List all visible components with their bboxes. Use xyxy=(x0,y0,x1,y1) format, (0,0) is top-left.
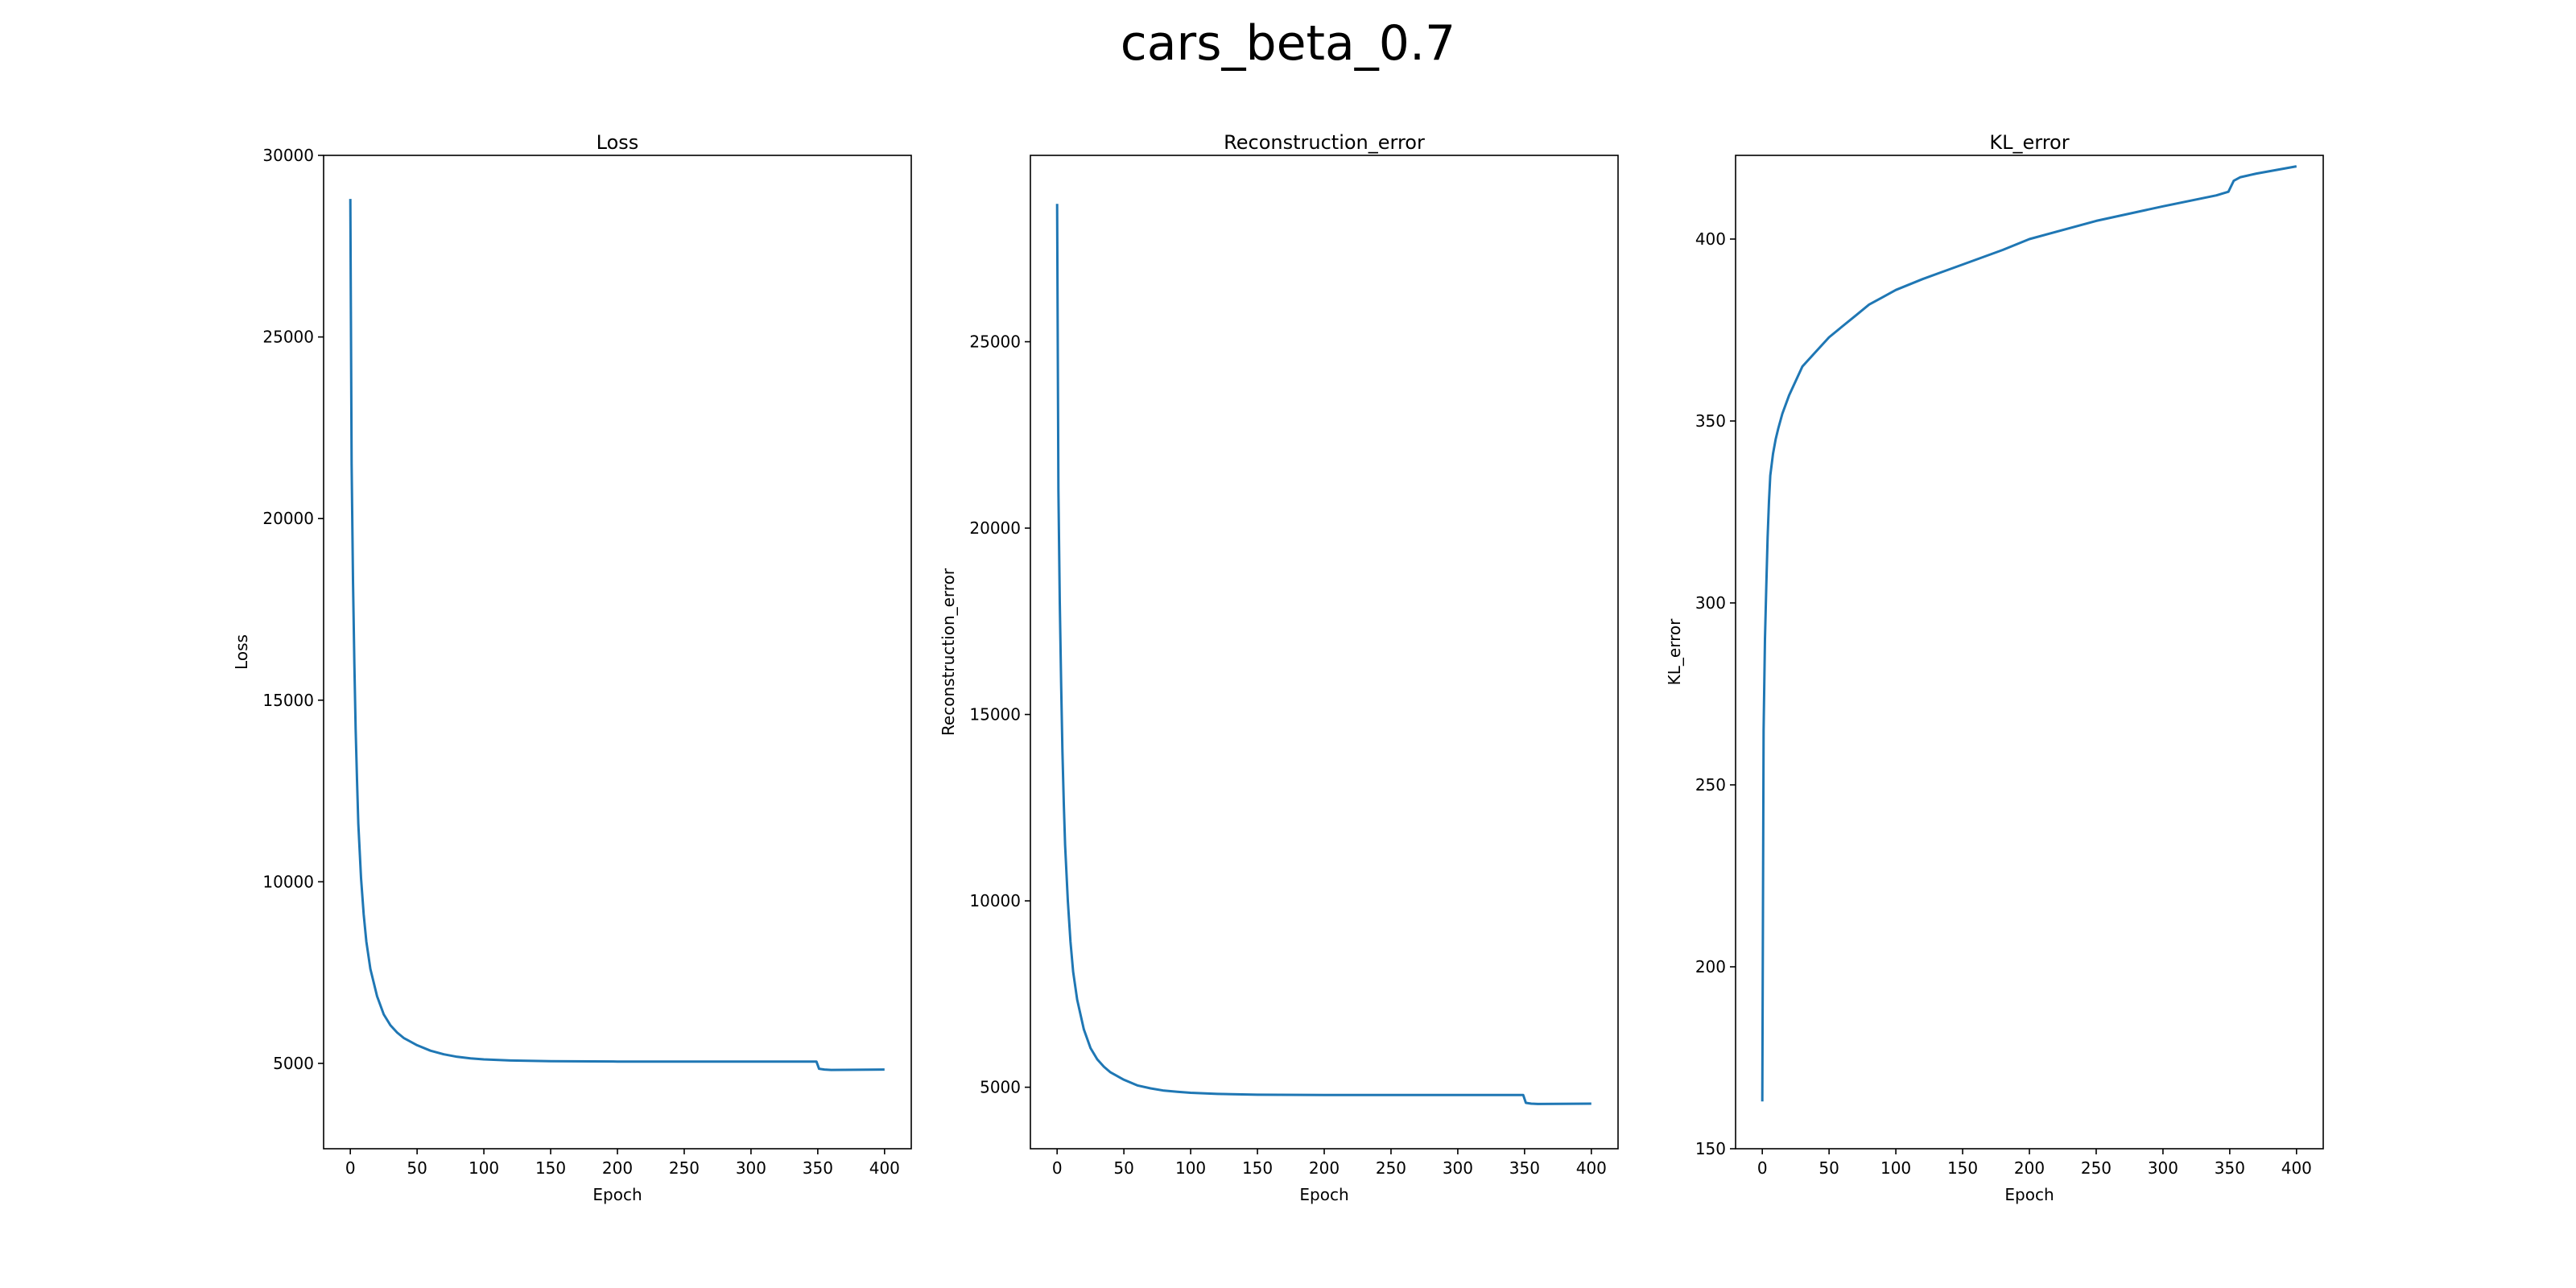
kl-error-x-axis-label: Epoch xyxy=(2004,1185,2054,1204)
kl-error-y-tick-label: 400 xyxy=(1695,229,1726,249)
reconstruction-error-y-tick-label: 5000 xyxy=(980,1078,1021,1097)
reconstruction-error-x-tick-label: 250 xyxy=(1376,1158,1406,1178)
loss-y-tick-label: 10000 xyxy=(262,872,314,891)
loss-x-tick-label: 350 xyxy=(803,1158,833,1178)
loss-y-tick-label: 25000 xyxy=(262,328,314,347)
kl-error-x-tick-label: 250 xyxy=(2081,1158,2112,1178)
kl-error-x-tick-label: 100 xyxy=(1880,1158,1911,1178)
kl-error-subplot: 0 50 100 150 200 250 300 350 400 150 200 250 300 350 4… xyxy=(1665,131,2324,1204)
reconstruction-error-x-tick-label: 0 xyxy=(1052,1158,1063,1178)
loss-series-line xyxy=(349,199,885,1071)
kl-error-y-tick-label: 150 xyxy=(1695,1139,1726,1158)
kl-error-series-line xyxy=(1761,165,2297,1102)
reconstruction-error-x-tick-label: 300 xyxy=(1443,1158,1473,1178)
loss-x-tick-label: 300 xyxy=(736,1158,766,1178)
loss-y-tick-label: 20000 xyxy=(262,509,314,528)
reconstruction-error-x-tick-label: 200 xyxy=(1309,1158,1340,1178)
loss-x-tick-label: 250 xyxy=(669,1158,700,1178)
loss-x-tick-label: 200 xyxy=(602,1158,633,1178)
loss-y-tick-label: 30000 xyxy=(262,146,314,165)
kl-error-x-tick-label: 200 xyxy=(2014,1158,2045,1178)
reconstruction-error-x-tick-label: 100 xyxy=(1175,1158,1206,1178)
reconstruction-error-y-tick-label: 20000 xyxy=(969,518,1021,538)
loss-title: Loss xyxy=(597,131,639,154)
loss-x-tick-label: 150 xyxy=(535,1158,566,1178)
reconstruction-error-y-tick-label: 25000 xyxy=(969,332,1021,352)
reconstruction-error-title: Reconstruction_error xyxy=(1224,131,1425,154)
kl-error-axes-frame xyxy=(1735,155,2324,1150)
loss-axes-frame xyxy=(323,155,912,1150)
reconstruction-error-x-tick-label: 400 xyxy=(1576,1158,1607,1178)
kl-error-x-tick-label: 300 xyxy=(2148,1158,2178,1178)
kl-error-x-tick-label: 0 xyxy=(1757,1158,1768,1178)
reconstruction-error-x-tick-label: 150 xyxy=(1242,1158,1273,1178)
reconstruction-error-x-tick-label: 50 xyxy=(1113,1158,1133,1178)
kl-error-y-axis-label: KL_error xyxy=(1665,618,1684,685)
reconstruction-error-subplot: 0 50 100 150 200 250 300 350 400 5000 10000 15000 20… xyxy=(939,131,1619,1204)
reconstruction-error-y-tick-label: 15000 xyxy=(969,705,1021,724)
reconstruction-error-x-axis-label: Epoch xyxy=(1299,1185,1348,1204)
kl-error-y-tick-label: 250 xyxy=(1695,775,1726,795)
reconstruction-error-y-axis-label: Reconstruction_error xyxy=(939,568,958,736)
kl-error-y-tick-label: 300 xyxy=(1695,593,1726,613)
kl-error-x-tick-label: 50 xyxy=(1818,1158,1839,1178)
loss-y-tick-label: 5000 xyxy=(273,1054,314,1073)
reconstruction-error-axes-frame xyxy=(1030,155,1619,1150)
figure-title: cars_beta_0.7 xyxy=(1120,15,1456,72)
loss-subplot: 0 50 100 150 200 250 300 350 400 5000 10000 15000 20… xyxy=(232,131,912,1204)
loss-x-tick-label: 100 xyxy=(469,1158,499,1178)
loss-y-tick-label: 15000 xyxy=(262,691,314,710)
loss-x-axis-label: Epoch xyxy=(592,1185,642,1204)
kl-error-y-tick-label: 200 xyxy=(1695,957,1726,976)
reconstruction-error-x-tick-label: 350 xyxy=(1509,1158,1540,1178)
reconstruction-error-series-line xyxy=(1055,204,1591,1105)
loss-y-axis-label: Loss xyxy=(232,634,251,670)
kl-error-x-tick-label: 150 xyxy=(1947,1158,1978,1178)
loss-x-tick-label: 400 xyxy=(869,1158,900,1178)
loss-x-tick-label: 50 xyxy=(407,1158,427,1178)
kl-error-title: KL_error xyxy=(1989,131,2069,154)
kl-error-y-tick-label: 350 xyxy=(1695,411,1726,431)
kl-error-x-tick-label: 350 xyxy=(2215,1158,2245,1178)
loss-x-tick-label: 0 xyxy=(345,1158,356,1178)
reconstruction-error-y-tick-label: 10000 xyxy=(969,891,1021,910)
kl-error-x-tick-label: 400 xyxy=(2281,1158,2312,1178)
